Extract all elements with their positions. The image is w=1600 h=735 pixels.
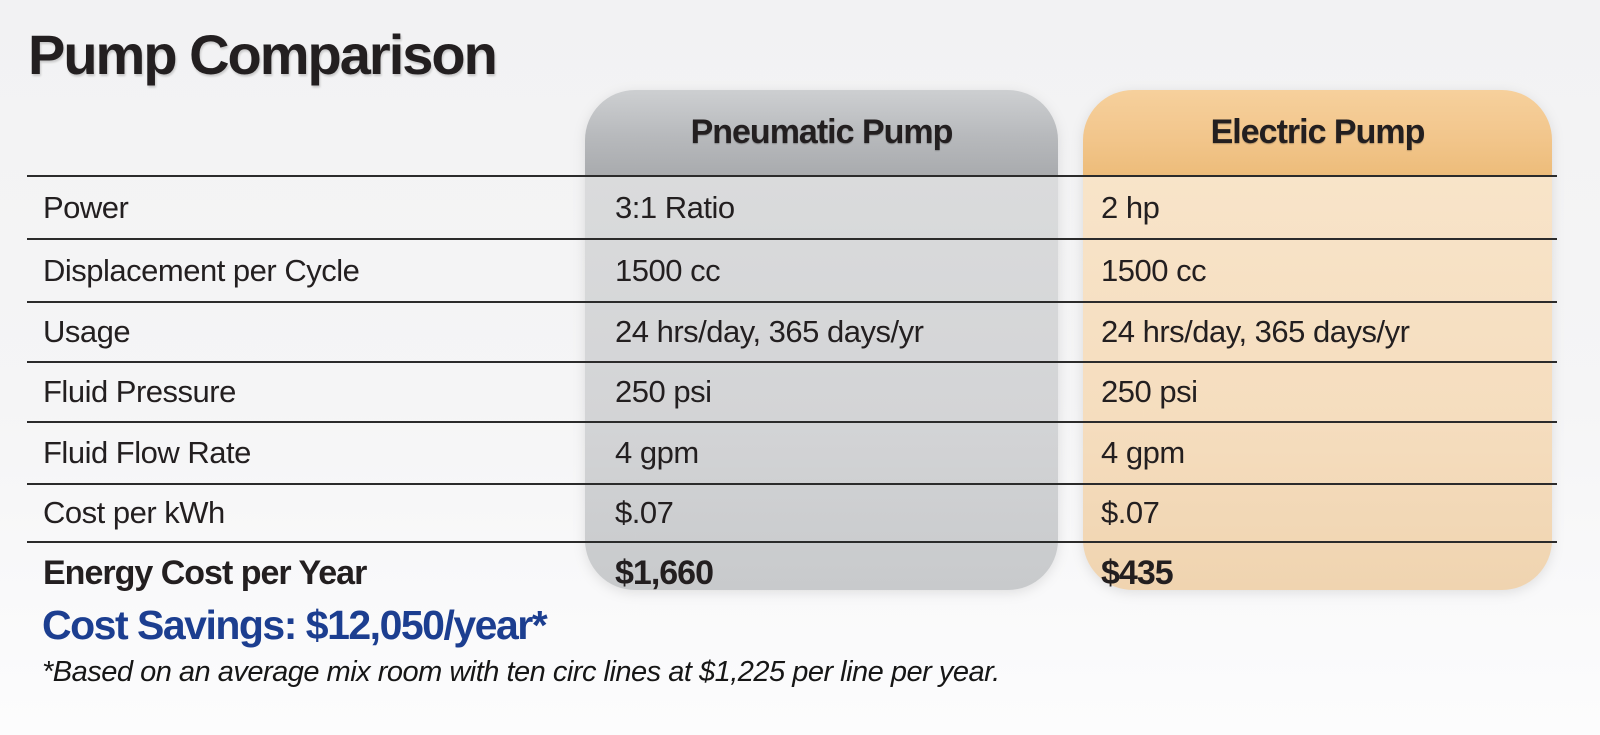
pneumatic-column-background — [585, 90, 1058, 590]
table-row: Displacement per Cycle 1500 cc 1500 cc — [27, 238, 1557, 301]
row-value-electric: 4 gpm — [1101, 435, 1185, 470]
row-value-electric: $.07 — [1101, 495, 1160, 530]
row-value-pneumatic: 4 gpm — [615, 435, 699, 470]
table-row: Cost per kWh $.07 $.07 — [27, 483, 1557, 541]
table-row: Energy Cost per Year $1,660 $435 — [27, 541, 1557, 604]
row-value-electric: 2 hp — [1101, 189, 1160, 225]
row-label: Cost per kWh — [43, 495, 225, 530]
cost-savings-text: Cost Savings: $12,050/year* — [42, 602, 548, 648]
row-value-electric: 250 psi — [1101, 374, 1198, 409]
row-value-electric: 24 hrs/day, 365 days/yr — [1101, 314, 1410, 349]
row-value-pneumatic: 1500 cc — [615, 252, 721, 288]
electric-column-body-background — [1083, 175, 1552, 590]
row-value-pneumatic: 3:1 Ratio — [615, 189, 735, 225]
row-label: Displacement per Cycle — [43, 252, 360, 288]
comparison-table: Power 3:1 Ratio 2 hp Displacement per Cy… — [27, 175, 1557, 604]
electric-column-background — [1083, 90, 1552, 590]
row-value-pneumatic: $.07 — [615, 495, 674, 530]
table-row: Usage 24 hrs/day, 365 days/yr 24 hrs/day… — [27, 301, 1557, 361]
table-row: Fluid Pressure 250 psi 250 psi — [27, 361, 1557, 421]
row-value-pneumatic: 24 hrs/day, 365 days/yr — [615, 314, 924, 349]
table-row: Fluid Flow Rate 4 gpm 4 gpm — [27, 421, 1557, 483]
row-label: Fluid Flow Rate — [43, 435, 251, 470]
row-value-pneumatic: $1,660 — [615, 554, 714, 592]
table-row: Power 3:1 Ratio 2 hp — [27, 175, 1557, 238]
electric-column-header-background — [1083, 90, 1552, 175]
row-label: Energy Cost per Year — [43, 554, 367, 592]
page-title: Pump Comparison — [28, 23, 498, 86]
row-label: Power — [43, 189, 129, 225]
row-value-electric: $435 — [1101, 554, 1174, 592]
column-header-electric: Electric Pump — [1210, 113, 1426, 151]
row-value-electric: 1500 cc — [1101, 252, 1207, 288]
column-header-pneumatic: Pneumatic Pump — [690, 113, 954, 151]
row-label: Fluid Pressure — [43, 374, 236, 409]
row-value-pneumatic: 250 psi — [615, 374, 712, 409]
pneumatic-column-body-background — [585, 175, 1058, 590]
row-label: Usage — [43, 314, 131, 349]
footnote-text: *Based on an average mix room with ten c… — [42, 656, 1000, 688]
pneumatic-column-header-background — [585, 90, 1058, 175]
